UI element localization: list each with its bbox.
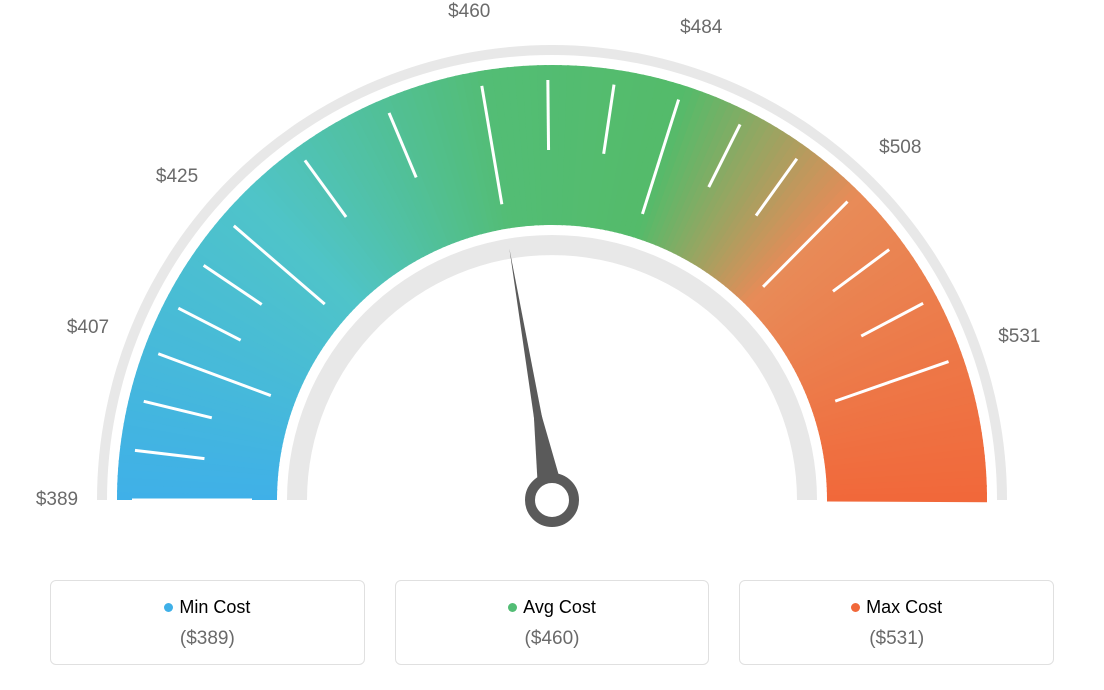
gauge-svg (0, 0, 1104, 560)
dot-icon-avg (508, 603, 517, 612)
legend-card-avg: Avg Cost ($460) (395, 580, 710, 665)
gauge-chart: $389 $407 $425 $460 $484 $508 $531 (0, 0, 1104, 560)
gauge-tick-label: $508 (879, 137, 921, 159)
legend-row: Min Cost ($389) Avg Cost ($460) Max Cost… (50, 580, 1054, 665)
gauge-tick-label: $484 (680, 17, 722, 39)
legend-card-min: Min Cost ($389) (50, 580, 365, 665)
legend-value-min: ($389) (61, 628, 354, 650)
legend-title-min-text: Min Cost (179, 597, 250, 617)
cost-gauge-widget: $389 $407 $425 $460 $484 $508 $531 Min Cost ($… (0, 0, 1104, 690)
dot-icon-min (164, 603, 173, 612)
legend-title-avg: Avg Cost (406, 597, 699, 618)
gauge-tick-label: $389 (36, 489, 78, 511)
gauge-tick-label: $407 (67, 317, 109, 339)
dot-icon-max (851, 603, 860, 612)
legend-card-max: Max Cost ($531) (739, 580, 1054, 665)
gauge-tick-label: $531 (998, 326, 1040, 348)
legend-title-avg-text: Avg Cost (523, 597, 596, 617)
legend-value-avg: ($460) (406, 628, 699, 650)
gauge-tick-label: $425 (156, 166, 198, 188)
gauge-tick-label: $460 (448, 1, 490, 23)
legend-title-max-text: Max Cost (866, 597, 942, 617)
legend-title-max: Max Cost (750, 597, 1043, 618)
legend-title-min: Min Cost (61, 597, 354, 618)
legend-value-max: ($531) (750, 628, 1043, 650)
